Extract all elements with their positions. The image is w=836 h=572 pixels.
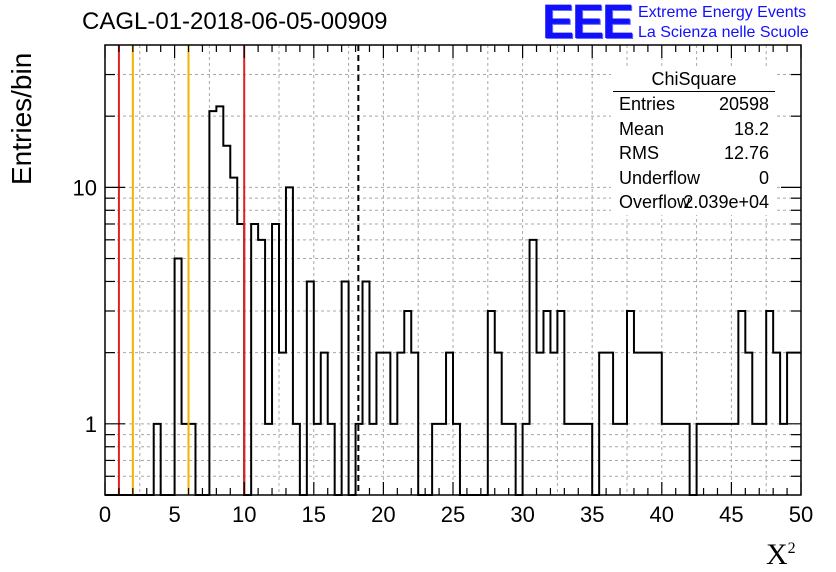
histogram-bin <box>251 224 258 495</box>
histogram-bin <box>488 311 495 495</box>
stats-separator <box>613 91 775 92</box>
x-tick-label: 30 <box>510 502 534 527</box>
histogram-bin <box>209 111 216 495</box>
x-axis-title-base: X <box>766 538 788 571</box>
x-tick-label: 10 <box>232 502 256 527</box>
x-tick-label: 45 <box>719 502 743 527</box>
stats-key: Entries <box>619 94 676 114</box>
stats-value: 2.039e+04 <box>683 192 769 212</box>
x-tick-label: 20 <box>371 502 395 527</box>
stats-row: Entries 20598 <box>611 92 777 117</box>
stats-row: Underflow 0 <box>611 166 777 191</box>
histogram-bin <box>543 311 550 495</box>
y-tick-label: 1 <box>85 412 97 437</box>
histogram-bin <box>307 281 314 495</box>
x-axis-title: X2 <box>766 538 796 572</box>
histogram-bin <box>286 187 293 495</box>
stats-title: ChiSquare <box>651 69 737 89</box>
histogram-bin <box>175 259 182 495</box>
stats-value: 12.76 <box>723 143 769 163</box>
stats-row: RMS 12.76 <box>611 141 777 166</box>
histogram-bin <box>258 240 265 495</box>
stats-key: RMS <box>619 143 659 163</box>
stats-value: 0 <box>758 167 769 188</box>
x-tick-label: 50 <box>789 502 813 527</box>
stats-row: Mean 18.2 <box>611 117 777 142</box>
histogram-bin <box>530 240 537 495</box>
logo-line-2: La Scienza nelle Scuole <box>638 24 809 41</box>
histogram-bin <box>738 311 745 495</box>
histogram-bin <box>342 281 349 495</box>
histogram-bin <box>230 178 237 495</box>
stats-key: Overflow <box>619 192 691 212</box>
stats-key: Mean <box>619 118 665 139</box>
eee-logo: EEE <box>542 0 634 49</box>
histogram-bin <box>766 311 773 495</box>
histogram-bin <box>627 311 634 495</box>
stats-row: Overflow 2.039e+04 <box>611 190 777 215</box>
histogram-outline <box>105 105 801 496</box>
stats-box: ChiSquare Entries 20598 Mean 18.2 RMS 12.76… <box>611 67 777 215</box>
x-tick-label: 40 <box>650 502 674 527</box>
stats-value: 18.2 <box>733 118 769 139</box>
histogram-bin <box>216 106 223 495</box>
y-axis-title: Entries/bin <box>6 52 37 185</box>
x-tick-label: 35 <box>580 502 604 527</box>
stats-value: 20598 <box>718 94 769 114</box>
logo-line-1: Extreme Energy Events <box>638 4 807 21</box>
x-tick-label: 15 <box>302 502 326 527</box>
x-tick-label: 5 <box>168 502 180 527</box>
x-tick-label: 0 <box>99 502 111 527</box>
stats-key: Underflow <box>619 167 701 188</box>
y-tick-label: 10 <box>73 175 97 200</box>
histogram-bin <box>272 224 279 495</box>
histogram-bin <box>404 311 411 495</box>
histogram-bin <box>557 311 564 495</box>
histogram-bin <box>363 281 370 495</box>
chart-title: CAGL-01-2018-06-05-00909 <box>82 8 388 35</box>
histogram-bin <box>237 224 244 495</box>
x-tick-label: 25 <box>441 502 465 527</box>
x-axis-title-superscript: 2 <box>787 540 796 557</box>
